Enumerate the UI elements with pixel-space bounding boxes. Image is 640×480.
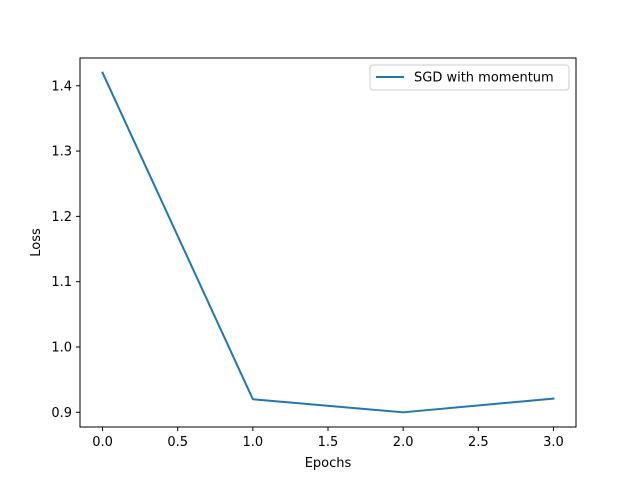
legend-label-sgd-with-momentum: SGD with momentum	[414, 71, 554, 86]
x-tick-label: 2.5	[468, 435, 489, 450]
y-tick-label: 1.0	[51, 340, 72, 355]
y-tick-label: 1.2	[51, 210, 72, 225]
legend: SGD with momentum	[369, 64, 570, 91]
y-tick-label: 1.3	[51, 145, 72, 160]
legend-box	[369, 64, 570, 91]
x-tick-label: 3.0	[543, 435, 564, 450]
y-tick-label: 1.1	[51, 275, 72, 290]
x-tick-label: 1.0	[243, 435, 264, 450]
series-line-0	[101, 71, 555, 414]
x-tick-label: 0.5	[167, 435, 188, 450]
x-tick-label: 0.0	[92, 435, 113, 450]
y-axis-label: Loss	[29, 228, 44, 257]
y-tick-label: 1.4	[51, 79, 72, 94]
x-tick-label: 2.0	[393, 435, 414, 450]
x-tick-label: 1.5	[318, 435, 339, 450]
x-axis-ticks: 0.0 0.5 1.0 1.5 2.0 2.5 3.0	[92, 427, 564, 450]
y-tick-label: 0.9	[51, 406, 72, 421]
y-axis-ticks: 0.9 1.0 1.1 1.2 1.3 1.4	[51, 79, 80, 421]
x-axis-label: Epochs	[305, 456, 352, 471]
plot-area	[101, 71, 555, 414]
